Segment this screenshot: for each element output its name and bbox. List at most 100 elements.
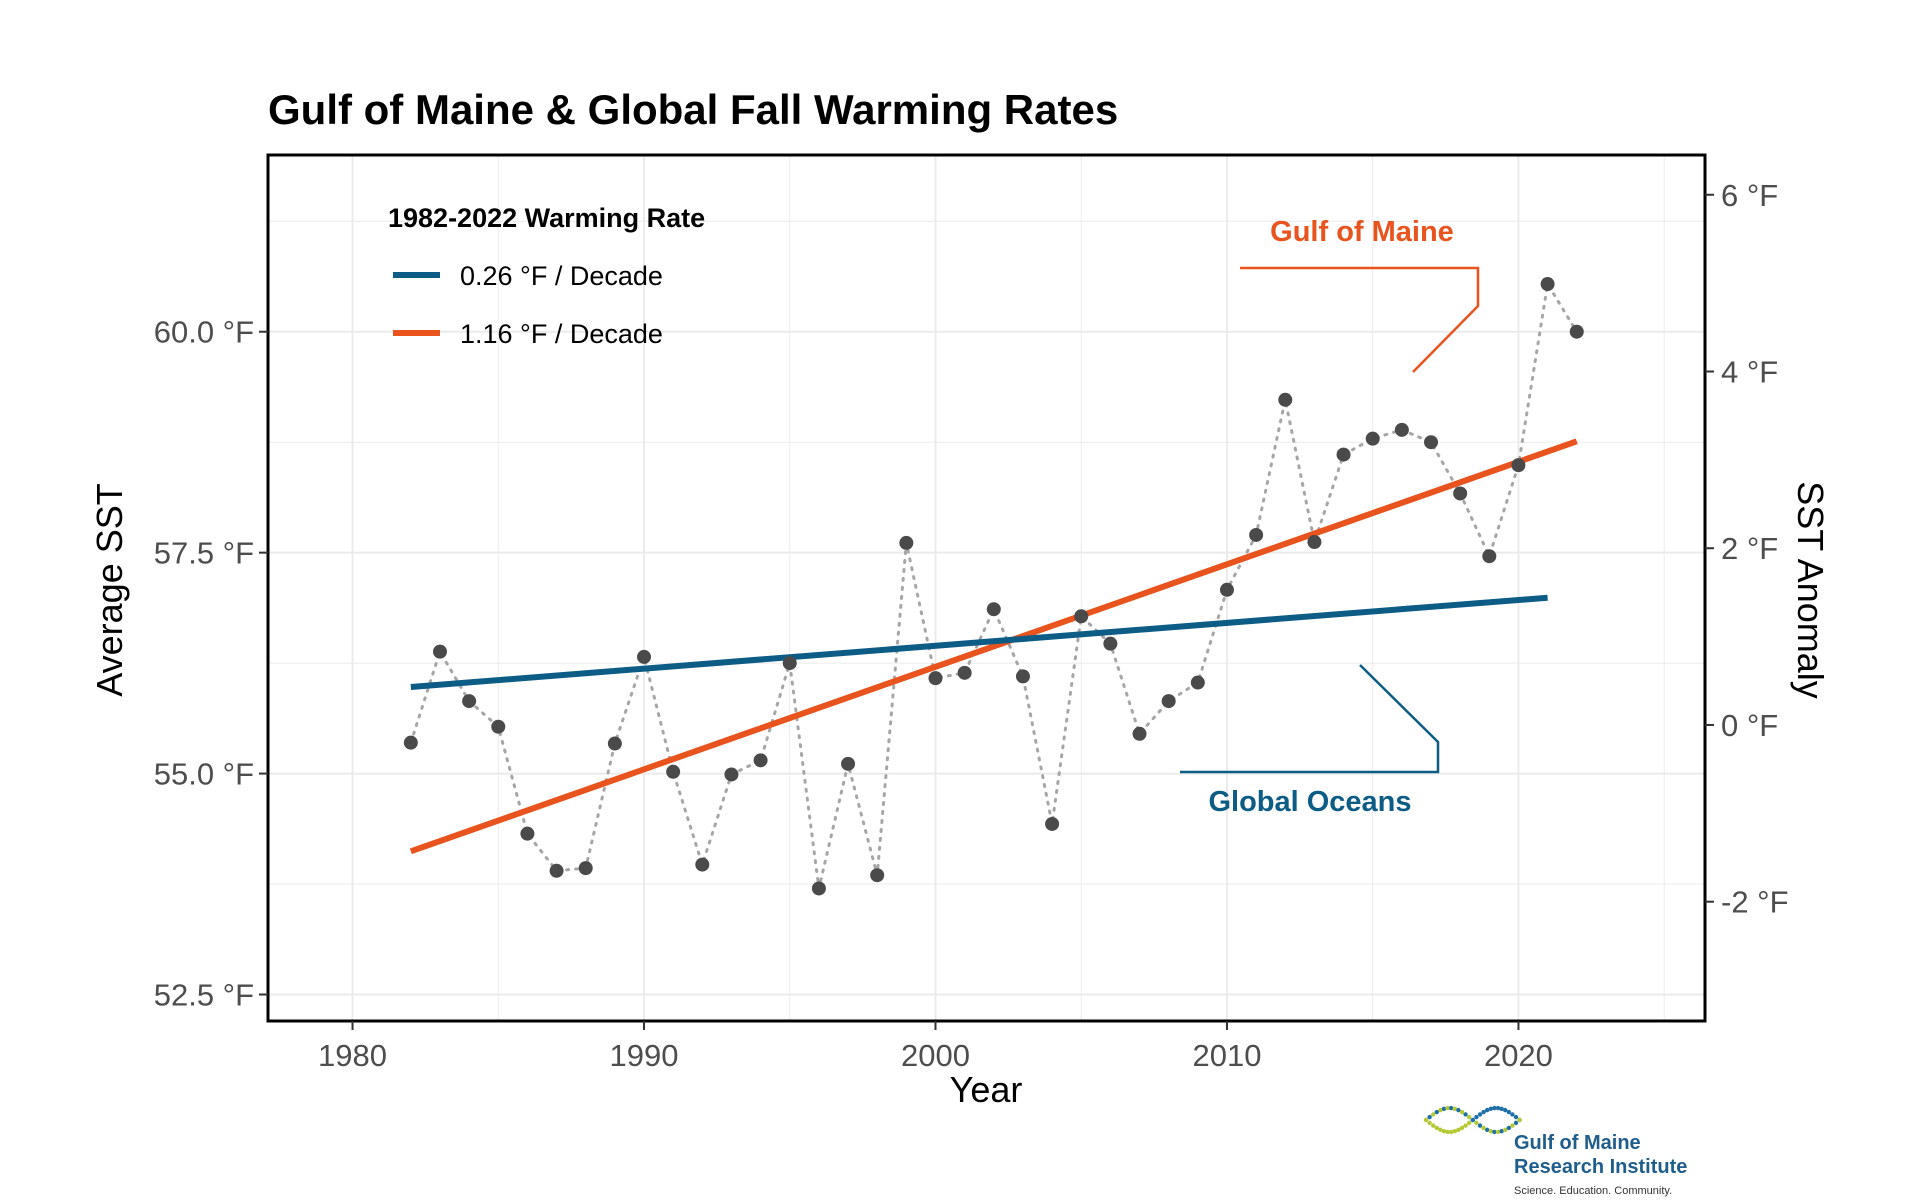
- helix-dot: [1492, 1129, 1497, 1135]
- x-tick-label: 1990: [610, 1038, 679, 1073]
- data-point: [637, 649, 652, 664]
- data-point: [1278, 392, 1293, 407]
- helix-dot: [1517, 1117, 1522, 1123]
- dna-helix-icon: [1423, 1105, 1522, 1135]
- data-point: [1365, 431, 1380, 446]
- logo-tagline: Science. Education. Community.: [1514, 1185, 1672, 1197]
- helix-dot: [1474, 1114, 1479, 1120]
- grid-lines: [268, 155, 1705, 1021]
- data-point: [491, 719, 506, 734]
- helix-dot: [1506, 1109, 1511, 1115]
- helix-dot: [1441, 1106, 1447, 1111]
- data-point: [1015, 669, 1030, 684]
- helix-dot: [1499, 1129, 1504, 1134]
- data-point: [1511, 458, 1526, 473]
- data-point: [1190, 675, 1205, 690]
- data-point: [1540, 277, 1555, 292]
- helix-dot: [1503, 1107, 1508, 1113]
- data-point: [870, 868, 885, 883]
- x-tick-label: 1980: [318, 1038, 387, 1073]
- y2-tick-label: 6 °F: [1721, 178, 1778, 213]
- data-point: [841, 756, 856, 771]
- data-point: [695, 857, 710, 872]
- x-tick-label: 2000: [901, 1038, 970, 1073]
- annotation-gulf-leader: [1240, 266, 1480, 373]
- data-point: [753, 753, 768, 768]
- helix-dot: [1495, 1105, 1501, 1111]
- data-point: [1161, 694, 1176, 709]
- y-tick-label: 57.5 °F: [154, 536, 254, 571]
- helix-dot: [1456, 1107, 1461, 1113]
- helix-dot: [1441, 1129, 1447, 1134]
- helix-dot: [1456, 1127, 1461, 1133]
- helix-dot: [1485, 1127, 1490, 1133]
- data-point: [724, 767, 739, 782]
- y-axis-title: Average SST: [89, 483, 130, 696]
- helix-dot: [1449, 1105, 1454, 1111]
- helix-dot: [1477, 1112, 1483, 1117]
- data-point: [782, 656, 797, 671]
- helix-dot: [1438, 1107, 1443, 1113]
- annotation-global: Global Oceans: [1180, 664, 1440, 818]
- y-tick-label: 52.5 °F: [154, 977, 254, 1012]
- data-point: [1394, 422, 1409, 437]
- chart-title: Gulf of Maine & Global Fall Warming Rate…: [268, 86, 1118, 133]
- annotation-gulf: Gulf of Maine: [1240, 216, 1480, 373]
- x-axis-title: Year: [950, 1069, 1023, 1110]
- data-point: [462, 694, 477, 709]
- x-tick-label: 2010: [1192, 1038, 1261, 1073]
- data-point: [1132, 726, 1147, 741]
- data-point: [1045, 816, 1060, 831]
- x-tick-label: 2020: [1484, 1038, 1553, 1073]
- y2-tick-label: 4 °F: [1721, 355, 1778, 390]
- helix-dot: [1467, 1120, 1472, 1126]
- legend-label-gulf: 1.16 °F / Decade: [460, 319, 663, 349]
- data-point: [928, 671, 943, 686]
- helix-dot: [1434, 1109, 1439, 1115]
- helix-dot: [1452, 1106, 1457, 1111]
- data-point: [899, 535, 914, 550]
- data-point: [403, 735, 418, 750]
- trend-line-gulf: [409, 438, 1578, 855]
- helix-dot: [1459, 1109, 1465, 1115]
- data-point: [957, 665, 972, 680]
- legend-label-global: 0.26 °F / Decade: [460, 261, 663, 291]
- y2-tick-label: 0 °F: [1721, 708, 1778, 743]
- helix-dot: [1470, 1117, 1475, 1123]
- annotation-gulf-label: Gulf of Maine: [1270, 216, 1454, 248]
- helix-dot: [1449, 1129, 1454, 1135]
- helix-dot: [1431, 1123, 1436, 1128]
- helix-dot: [1503, 1127, 1508, 1133]
- y-axis-right: -2 °F 0 °F 2 °F 4 °F 6 °F: [1705, 178, 1789, 920]
- helix-dot: [1513, 1114, 1519, 1120]
- helix-dot: [1431, 1112, 1436, 1117]
- y-tick-label: 55.0 °F: [154, 757, 254, 792]
- helix-dot: [1434, 1125, 1439, 1131]
- helix-dot: [1506, 1125, 1511, 1131]
- helix-dot: [1510, 1112, 1515, 1117]
- data-point: [520, 826, 535, 841]
- y-tick-label: 60.0 °F: [154, 315, 254, 350]
- data-point: [1074, 609, 1089, 624]
- helix-dot: [1463, 1112, 1468, 1117]
- helix-dot: [1445, 1105, 1450, 1111]
- data-point: [986, 602, 1001, 617]
- x-axis: 1980 1990 2000 2010 2020: [318, 1021, 1553, 1073]
- data-point: [1453, 486, 1468, 501]
- helix-dot: [1459, 1125, 1465, 1131]
- gmri-logo: Gulf of Maine Research Institute Science…: [1423, 1105, 1687, 1197]
- data-point: [1219, 582, 1234, 597]
- helix-dot: [1477, 1123, 1483, 1128]
- data-point: [1249, 527, 1264, 542]
- data-point: [578, 861, 593, 876]
- y2-axis-title: SST Anomaly: [1790, 481, 1831, 698]
- legend-title: 1982-2022 Warming Rate: [388, 203, 705, 233]
- helix-dot: [1427, 1120, 1432, 1126]
- data-points: [403, 277, 1584, 896]
- logo-name-line2: Research Institute: [1514, 1156, 1687, 1178]
- annotation-global-label: Global Oceans: [1208, 786, 1411, 818]
- helix-dot: [1510, 1123, 1515, 1128]
- legend: 1982-2022 Warming Rate 0.26 °F / Decade …: [388, 203, 705, 349]
- data-point: [607, 736, 622, 751]
